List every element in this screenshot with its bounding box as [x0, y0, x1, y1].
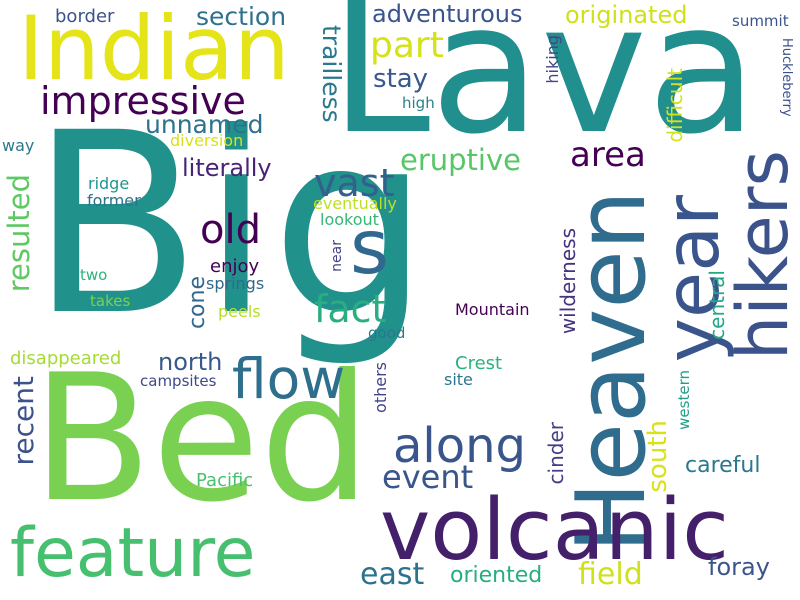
word-along: along: [393, 418, 527, 474]
word-lookout: lookout: [320, 210, 379, 229]
word-unnamed: unnamed: [145, 110, 264, 139]
word-resulted: resulted: [2, 174, 36, 293]
word-adventurous: adventurous: [372, 0, 523, 28]
word-s: s: [350, 203, 390, 291]
word-ridge: ridge: [88, 174, 130, 193]
word-peels: peels: [218, 302, 261, 321]
word-east: east: [360, 557, 425, 592]
word-wilderness: wilderness: [556, 228, 580, 335]
word-hiking: hiking: [543, 35, 562, 84]
word-indian: Indian: [18, 0, 290, 100]
word-high: high: [402, 94, 435, 112]
word-trailless: trailless: [317, 25, 346, 123]
word-lava: Lava: [330, 0, 758, 174]
word-difficult: difficult: [663, 68, 687, 143]
word-border: border: [55, 6, 115, 27]
word-bed: Bed: [32, 338, 371, 541]
word-fact: fact: [314, 287, 387, 331]
word-mountain: Mountain: [455, 300, 530, 319]
word-field: field: [578, 557, 643, 592]
word-crest: Crest: [455, 353, 503, 374]
word-central: central: [705, 270, 729, 340]
word-summit: summit: [732, 12, 789, 30]
word-campsites: campsites: [140, 372, 217, 390]
word-originated: originated: [565, 1, 688, 29]
word-oriented: oriented: [450, 563, 543, 588]
word-south: south: [643, 420, 673, 493]
word-cinder: cinder: [544, 422, 568, 485]
word-event: event: [382, 458, 474, 496]
word-big: Big: [30, 79, 430, 370]
word-near: near: [329, 240, 345, 272]
word-careful: careful: [685, 453, 761, 478]
word-diversion: diversion: [170, 131, 244, 150]
word-vast: vast: [314, 161, 395, 205]
word-pacific: Pacific: [196, 470, 254, 491]
word-stay: stay: [373, 64, 429, 94]
word-hikers: hikers: [722, 150, 800, 361]
word-area: area: [570, 135, 646, 175]
word-north: north: [158, 348, 223, 376]
word-disappeared: disappeared: [10, 348, 122, 369]
word-eruptive: eruptive: [400, 143, 521, 177]
word-former: former: [87, 191, 141, 210]
word-volcanic: volcanic: [380, 481, 729, 580]
word-springs: springs: [206, 274, 265, 293]
word-recent: recent: [7, 376, 40, 466]
word-impressive: impressive: [40, 79, 246, 123]
word-part: part: [370, 25, 444, 66]
word-huckleberry: Huckleberry: [779, 38, 794, 117]
word-section: section: [196, 2, 287, 31]
word-takes: takes: [90, 292, 131, 310]
word-foray: foray: [708, 553, 770, 581]
word-western: western: [675, 370, 693, 430]
word-flow: flow: [232, 347, 346, 411]
word-feature: feature: [10, 514, 256, 593]
word-literally: literally: [182, 154, 272, 182]
word-two: two: [80, 266, 108, 284]
word-eventually: eventually: [313, 194, 397, 213]
word-cone: cone: [185, 276, 210, 330]
word-way: way: [2, 136, 35, 155]
word-enjoy: enjoy: [210, 256, 260, 277]
word-old: old: [200, 207, 261, 253]
word-others: others: [371, 362, 390, 413]
word-site: site: [444, 370, 473, 389]
word-good: good: [368, 324, 406, 342]
